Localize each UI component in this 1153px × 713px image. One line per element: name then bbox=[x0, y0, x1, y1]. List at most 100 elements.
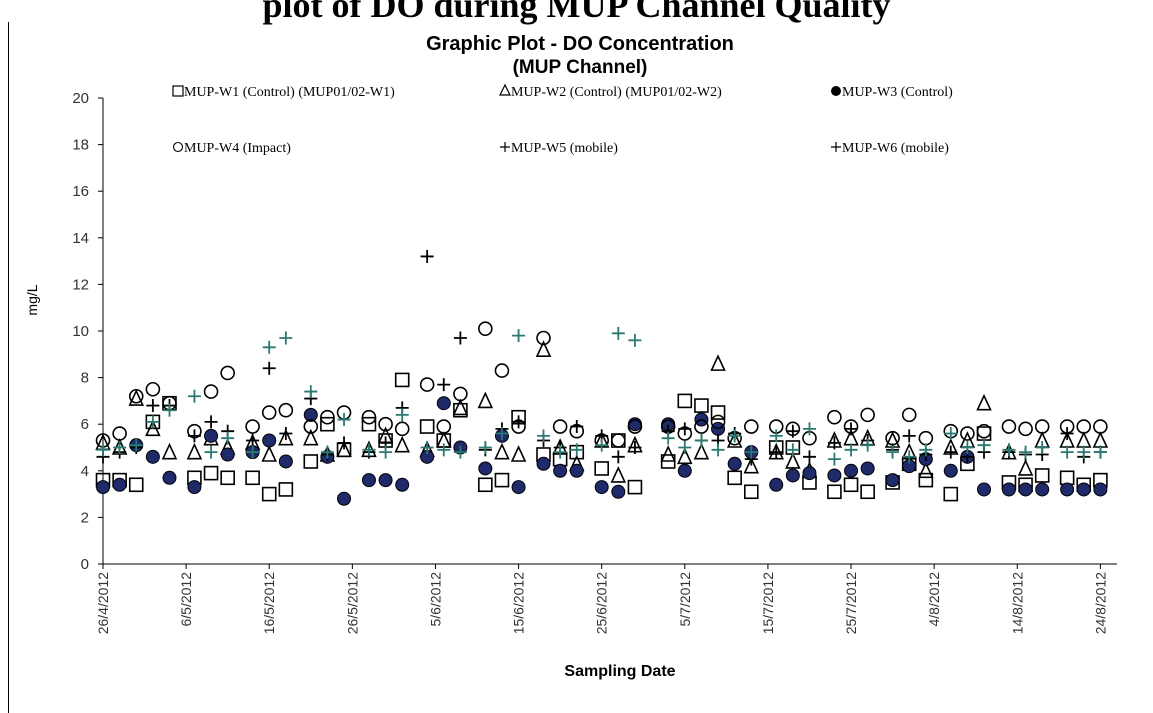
x-tick-label: 6/5/2012 bbox=[178, 572, 194, 627]
y-tick-label: 20 bbox=[72, 90, 89, 107]
data-point bbox=[128, 388, 144, 404]
data-point bbox=[553, 463, 568, 478]
data-point bbox=[860, 484, 875, 500]
legend-label: MUP-W2 (Control) (MUP01/02-W2) bbox=[511, 85, 722, 100]
data-point bbox=[128, 477, 144, 493]
data-point bbox=[1076, 419, 1092, 434]
data-point bbox=[279, 331, 293, 345]
data-point bbox=[511, 480, 526, 495]
x-tick-label: 5/7/2012 bbox=[677, 572, 693, 627]
data-point bbox=[786, 443, 800, 457]
data-point bbox=[694, 419, 709, 434]
x-tick-label: 16/5/2012 bbox=[261, 572, 277, 634]
data-point bbox=[494, 442, 510, 460]
data-point bbox=[187, 480, 202, 495]
data-point bbox=[536, 330, 551, 346]
series-4 bbox=[95, 321, 1108, 448]
data-point bbox=[336, 440, 352, 458]
data-point bbox=[279, 427, 293, 441]
legend-label: MUP-W3 (Control) bbox=[842, 85, 953, 100]
data-point bbox=[844, 422, 858, 436]
y-tick-label: 18 bbox=[72, 137, 89, 154]
data-point bbox=[129, 438, 143, 452]
data-point bbox=[977, 482, 992, 497]
data-point bbox=[827, 409, 842, 425]
y-tick-label: 4 bbox=[81, 463, 89, 480]
x-tick-label: 25/7/2012 bbox=[843, 572, 859, 634]
data-point bbox=[1060, 427, 1074, 441]
data-point bbox=[918, 461, 934, 479]
data-point bbox=[710, 405, 726, 420]
data-point bbox=[204, 415, 218, 429]
data-point bbox=[743, 419, 759, 434]
data-point bbox=[278, 428, 294, 446]
data-point bbox=[1035, 441, 1049, 454]
data-point bbox=[245, 470, 260, 486]
data-point bbox=[785, 452, 801, 469]
data-point bbox=[901, 407, 917, 423]
data-point bbox=[394, 372, 410, 388]
data-point bbox=[246, 434, 260, 448]
legend: MUP-W1 (Control) (MUP01/02-W1) MUP-W2 (Co… bbox=[172, 83, 953, 156]
data-point bbox=[204, 445, 218, 459]
legend-item: MUP-W5 (mobile) bbox=[500, 141, 618, 156]
x-tick-label: 26/5/2012 bbox=[344, 572, 360, 634]
x-tick-label: 25/6/2012 bbox=[594, 572, 610, 634]
data-point bbox=[710, 354, 726, 371]
data-point bbox=[611, 433, 626, 448]
data-point bbox=[436, 396, 451, 411]
data-point bbox=[1018, 482, 1033, 497]
x-axis-label: Sampling Date bbox=[564, 663, 675, 680]
data-marks bbox=[95, 249, 1109, 506]
legend-marker bbox=[499, 83, 511, 96]
page-heading: plot of DO during MUP Channel Quality bbox=[262, 0, 891, 25]
data-point bbox=[537, 429, 551, 443]
x-tick-label: 4/8/2012 bbox=[926, 572, 942, 627]
data-point bbox=[361, 416, 377, 432]
data-point bbox=[711, 443, 725, 457]
y-tick-label: 12 bbox=[72, 276, 89, 293]
series-2 bbox=[95, 340, 1109, 483]
data-point bbox=[802, 466, 817, 481]
data-point bbox=[710, 414, 726, 430]
data-point bbox=[361, 473, 376, 488]
data-point bbox=[304, 385, 318, 399]
data-point bbox=[453, 331, 467, 345]
data-point bbox=[395, 477, 410, 492]
data-point bbox=[1060, 482, 1075, 497]
data-point bbox=[1092, 431, 1109, 448]
data-point bbox=[902, 450, 916, 464]
data-point bbox=[628, 441, 642, 454]
data-point bbox=[960, 426, 975, 441]
data-point bbox=[611, 450, 625, 464]
legend-marker bbox=[172, 141, 184, 153]
data-point bbox=[1077, 445, 1091, 459]
data-point bbox=[394, 421, 410, 437]
data-point bbox=[162, 470, 177, 485]
data-point bbox=[261, 445, 277, 462]
data-point bbox=[553, 445, 567, 459]
data-point bbox=[786, 424, 800, 438]
data-point bbox=[337, 436, 351, 450]
y-tick-label: 0 bbox=[81, 556, 89, 573]
data-point bbox=[1035, 482, 1050, 497]
data-point bbox=[844, 443, 858, 457]
data-point bbox=[728, 429, 742, 443]
data-point bbox=[303, 428, 319, 446]
data-point bbox=[743, 456, 760, 474]
legend-marker bbox=[500, 142, 510, 152]
legend-marker bbox=[172, 85, 184, 97]
data-point bbox=[1002, 443, 1016, 457]
series-3 bbox=[96, 396, 1108, 506]
data-point bbox=[128, 389, 144, 406]
data-point bbox=[943, 463, 958, 478]
data-point bbox=[535, 340, 552, 357]
data-point bbox=[678, 441, 692, 454]
data-point bbox=[96, 443, 110, 457]
legend-marker bbox=[831, 86, 841, 96]
axes: 0 2 4 6 8 10 12 14 16 18 20 26/4/2012 6/5/2012 16/5/2… bbox=[72, 90, 1117, 634]
data-point bbox=[628, 333, 642, 347]
data-point bbox=[145, 449, 160, 464]
legend-item: MUP-W6 (mobile) bbox=[831, 141, 949, 156]
data-point bbox=[337, 413, 351, 427]
